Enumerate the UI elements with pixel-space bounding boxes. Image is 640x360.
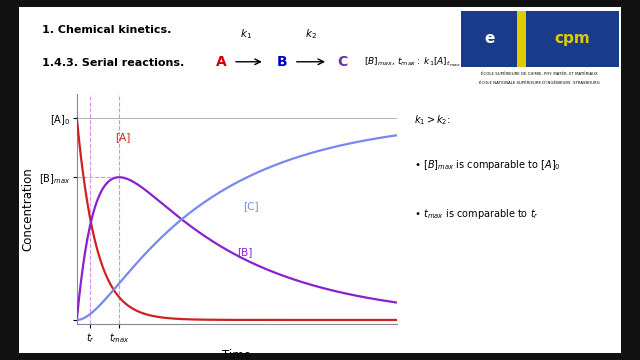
- FancyBboxPatch shape: [461, 11, 619, 67]
- Y-axis label: Concentration: Concentration: [21, 167, 35, 251]
- Text: C: C: [338, 55, 348, 69]
- Text: 1. Chemical kinetics.: 1. Chemical kinetics.: [42, 25, 171, 35]
- Text: ÉCOLE NATIONALE SUPÉRIEURE D'INGÉNIEURS  STRASBOURG: ÉCOLE NATIONALE SUPÉRIEURE D'INGÉNIEURS …: [479, 81, 600, 85]
- Text: [A]: [A]: [115, 132, 131, 142]
- FancyBboxPatch shape: [517, 11, 525, 67]
- Text: $\bullet$ $t_{max}$ is comparable to $t_r$: $\bullet$ $t_{max}$ is comparable to $t_…: [414, 207, 539, 221]
- Text: $k_2$: $k_2$: [305, 28, 317, 41]
- Text: 1.4.3. Serial reactions.: 1.4.3. Serial reactions.: [42, 58, 184, 68]
- Text: A: A: [216, 55, 227, 69]
- Text: cpm: cpm: [554, 31, 590, 46]
- Text: ÉCOLE SUPÉRIEURE DE CHIMIE, PHY. MATÉR. ET MATÉRIAUX: ÉCOLE SUPÉRIEURE DE CHIMIE, PHY. MATÉR. …: [481, 72, 597, 76]
- Text: e: e: [484, 31, 494, 46]
- Text: [C]: [C]: [243, 201, 259, 211]
- Text: $[B]_{max},\, t_{max}:\; k_1[A]_{t_{max}}=k_2[B]_{max}$: $[B]_{max},\, t_{max}:\; k_1[A]_{t_{max}…: [364, 55, 509, 68]
- Text: B: B: [277, 55, 287, 69]
- Text: $k_1$: $k_1$: [241, 28, 252, 41]
- Text: [B]: [B]: [237, 247, 252, 257]
- Text: $k_1$$>$$k_2$:: $k_1$$>$$k_2$:: [414, 113, 451, 127]
- Text: $\bullet$ $[B]_{max}$ is comparable to $[A]_0$: $\bullet$ $[B]_{max}$ is comparable to $…: [414, 158, 561, 172]
- X-axis label: Time: Time: [222, 349, 252, 360]
